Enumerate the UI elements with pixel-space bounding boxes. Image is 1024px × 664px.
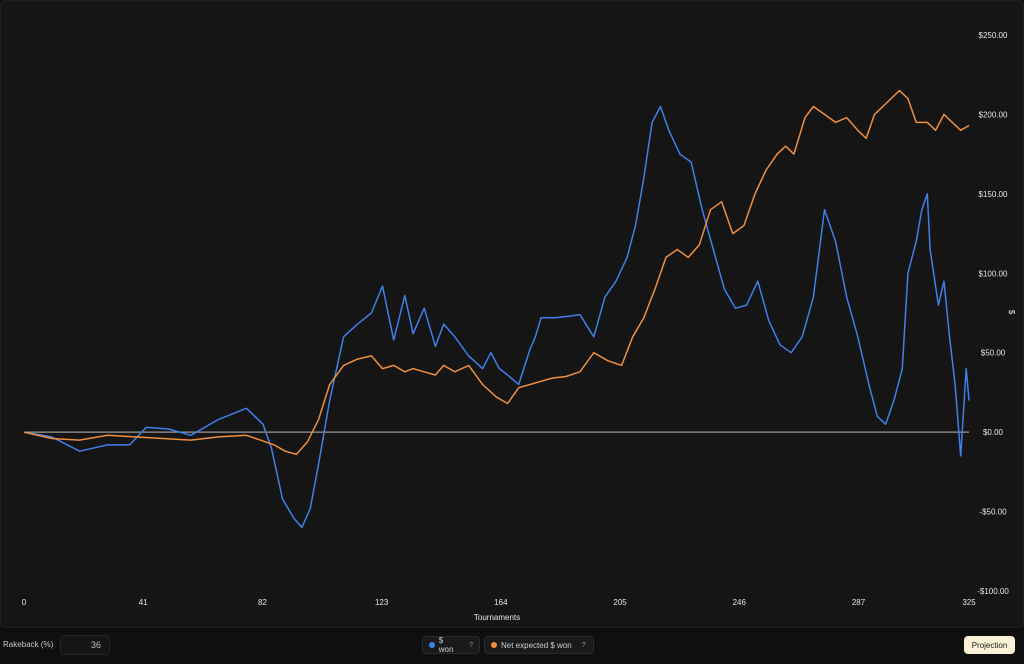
x-tick-label: 123 (375, 598, 389, 607)
y-tick-label: $250.00 (979, 31, 1008, 40)
rakeback-label: Rakeback (%) (3, 640, 54, 649)
legend-dot-blue (429, 642, 435, 648)
series-line-net-expected (23, 89, 970, 456)
legend-dot-orange (491, 642, 497, 648)
y-tick-label: $0.00 (983, 428, 1004, 437)
x-tick-label: 287 (852, 598, 866, 607)
x-tick-label: 205 (613, 598, 627, 607)
y-tick-label: $100.00 (979, 269, 1008, 278)
series-line-dollar-won (23, 105, 970, 529)
x-axis-title: Tournaments (474, 613, 520, 622)
legend-dollar-won[interactable]: $ won ? (422, 636, 480, 654)
y-tick-label: $150.00 (979, 190, 1008, 199)
rakeback-input[interactable] (60, 635, 110, 655)
legend-net-expected[interactable]: Net expected $ won ? (484, 636, 594, 654)
help-icon[interactable]: ? (469, 641, 473, 649)
y-tick-label: $200.00 (979, 110, 1008, 119)
x-tick-label: 164 (494, 598, 508, 607)
legend-net-expected-label: Net expected $ won (501, 640, 572, 650)
bottom-controls: Rakeback (%) $ won ? Net expected $ won … (0, 632, 1024, 660)
x-tick-label: 0 (22, 598, 27, 607)
x-tick-label: 325 (962, 598, 976, 607)
chart-svg: 0 41 82 123 164 205 246 287 325 $250.00 $200.00 $15… (22, 31, 1016, 622)
y-tick-label: -$50.00 (979, 508, 1007, 517)
y-axis-title: $ (1007, 310, 1016, 315)
projection-button[interactable]: Projection (964, 636, 1015, 654)
y-tick-label: $50.00 (981, 349, 1006, 358)
help-icon[interactable]: ? (581, 641, 586, 649)
x-tick-label: 246 (733, 598, 747, 607)
chart-panel (0, 0, 1024, 628)
x-tick-label: 82 (258, 598, 267, 607)
x-tick-label: 41 (139, 598, 148, 607)
y-tick-label: -$100.00 (977, 587, 1009, 596)
legend-dollar-won-label: $ won (438, 636, 454, 654)
